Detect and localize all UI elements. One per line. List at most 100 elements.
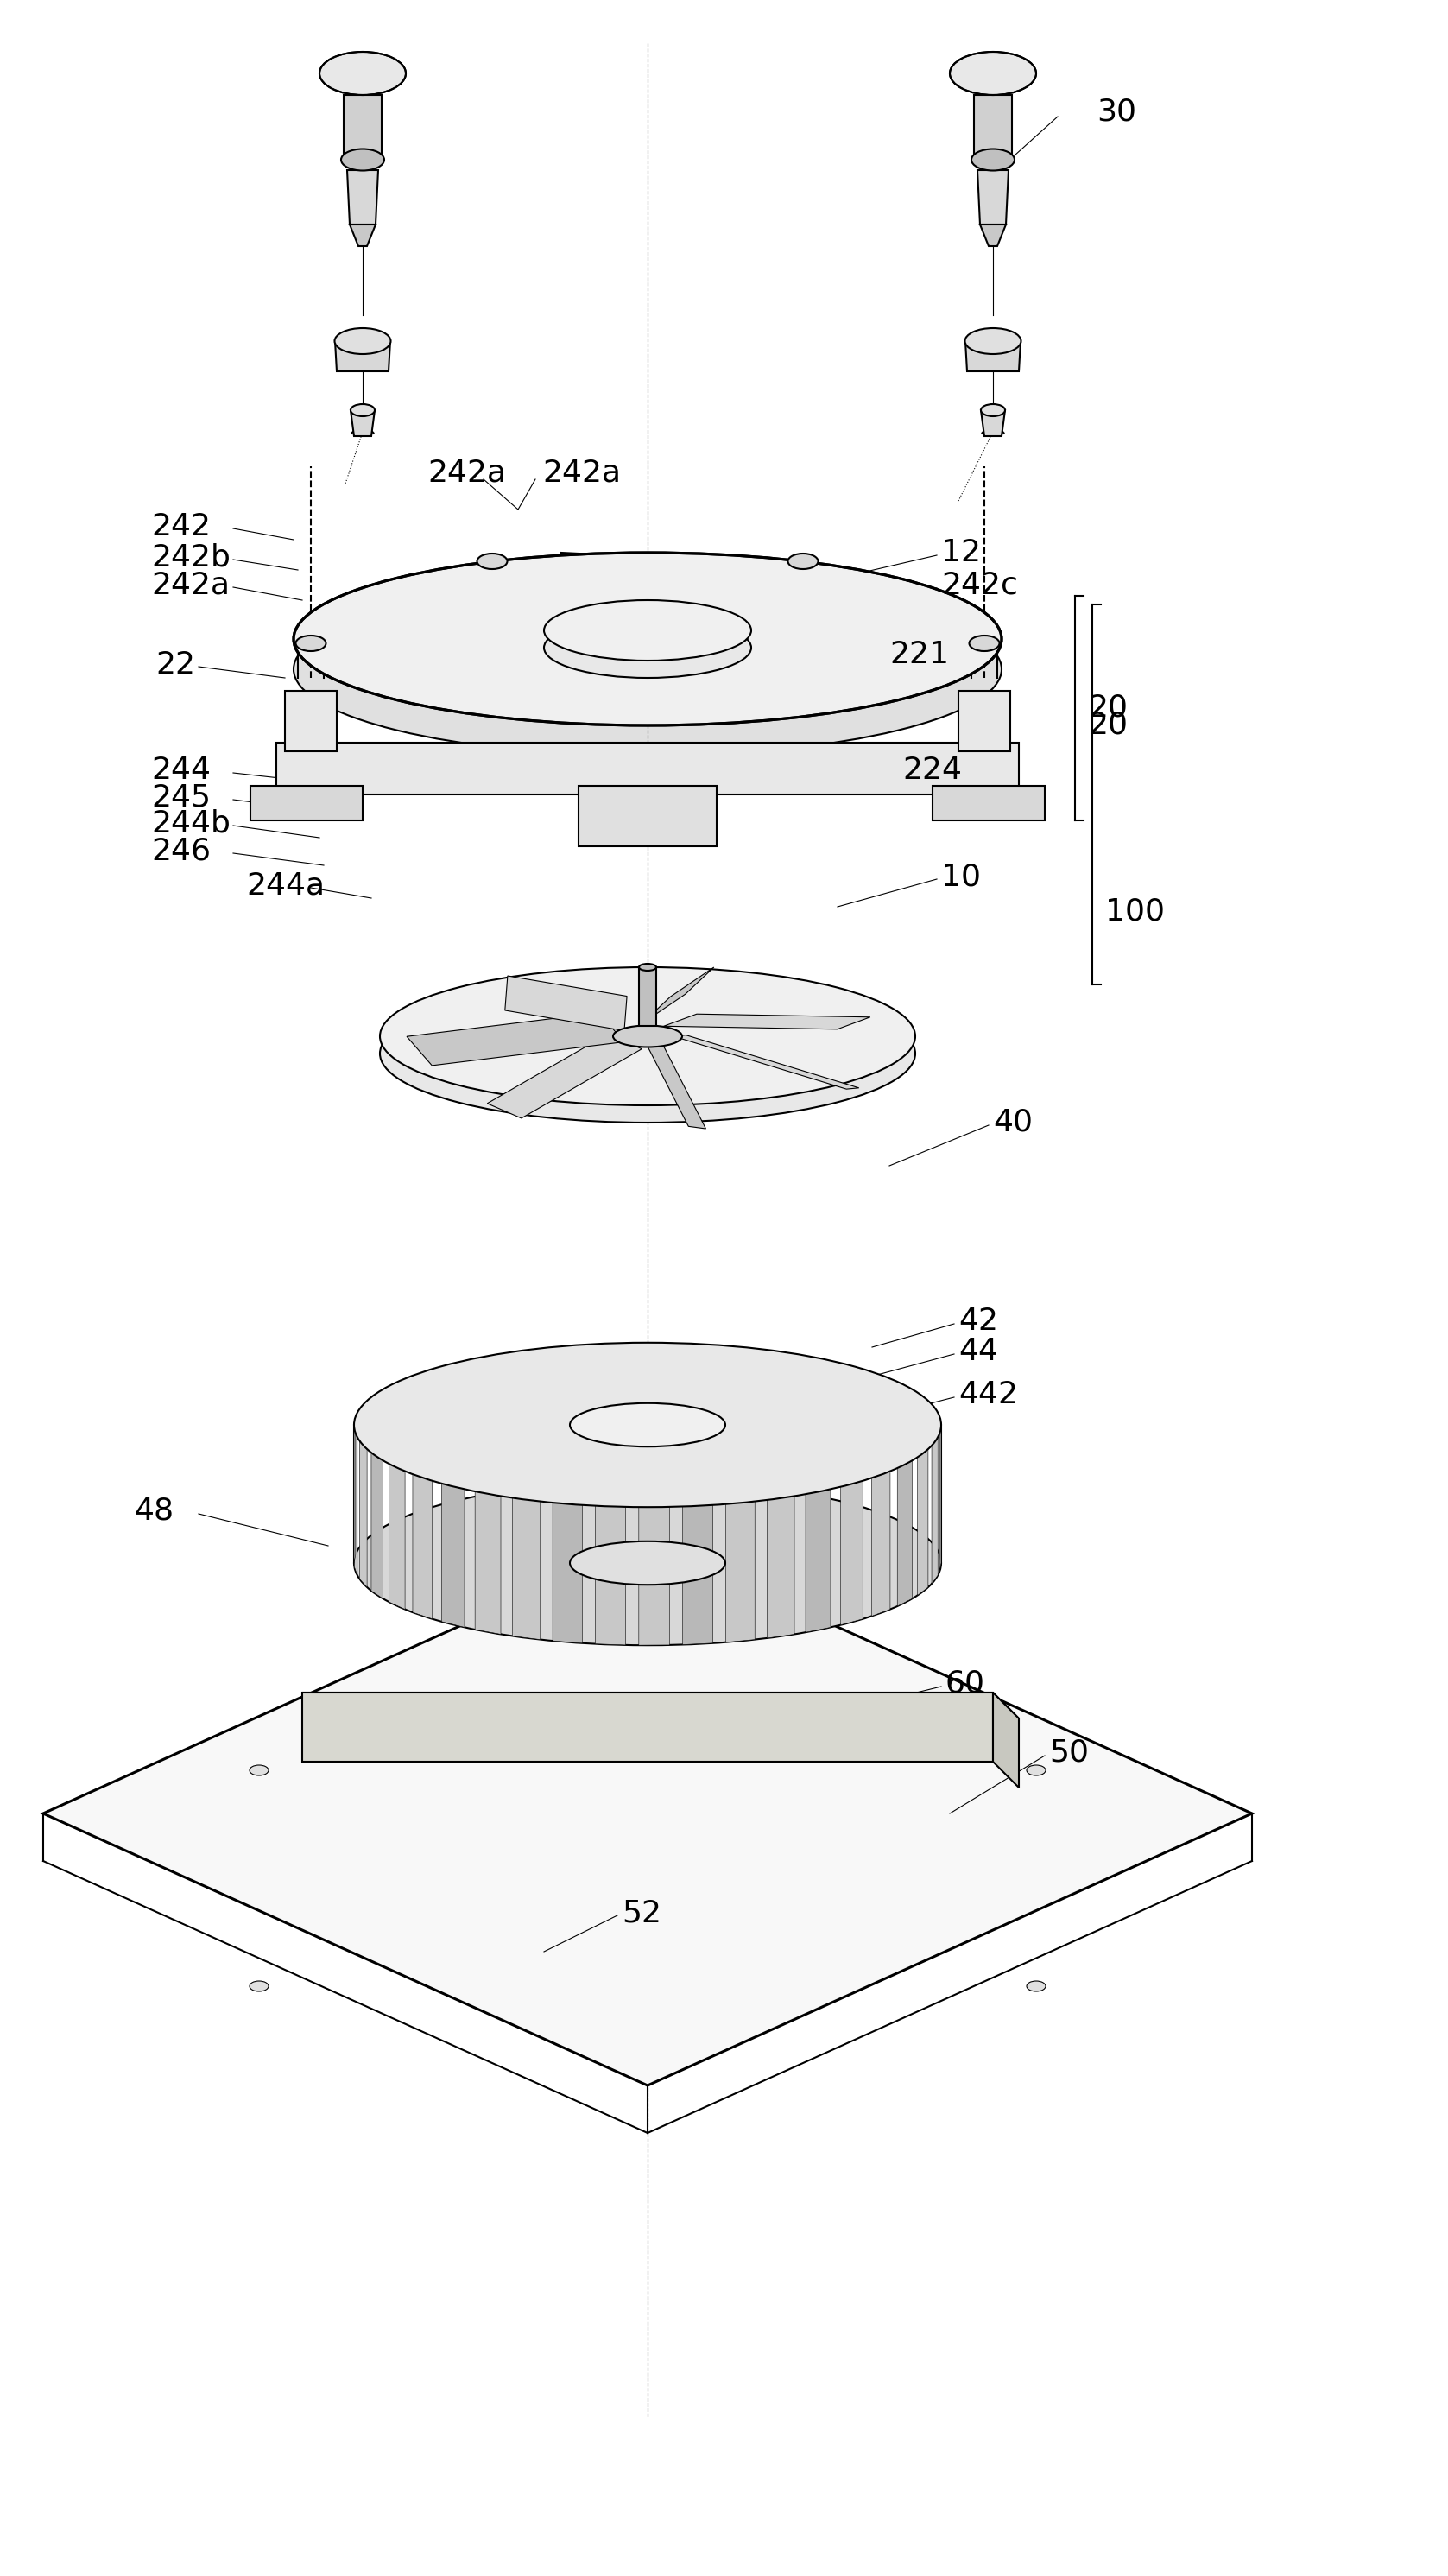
- Text: 42: 42: [959, 1306, 998, 1337]
- Text: 242a: 242a: [151, 572, 230, 600]
- Polygon shape: [553, 1445, 630, 1504]
- Polygon shape: [653, 1342, 699, 1404]
- Polygon shape: [366, 1394, 576, 1419]
- Polygon shape: [553, 1502, 582, 1643]
- Polygon shape: [371, 1432, 578, 1461]
- Polygon shape: [413, 1437, 591, 1481]
- Ellipse shape: [964, 327, 1021, 353]
- Polygon shape: [872, 1471, 891, 1615]
- Polygon shape: [251, 786, 362, 819]
- Ellipse shape: [295, 636, 326, 652]
- Polygon shape: [975, 95, 1012, 160]
- Polygon shape: [657, 1445, 712, 1507]
- Polygon shape: [353, 1417, 356, 1564]
- Polygon shape: [723, 1427, 938, 1445]
- Ellipse shape: [249, 1981, 268, 1991]
- Polygon shape: [285, 690, 337, 752]
- Ellipse shape: [1027, 1981, 1045, 1991]
- Ellipse shape: [544, 618, 752, 677]
- Text: 22: 22: [155, 649, 195, 680]
- Ellipse shape: [334, 327, 391, 353]
- Polygon shape: [686, 1352, 820, 1406]
- Ellipse shape: [969, 636, 999, 652]
- Polygon shape: [595, 1445, 641, 1507]
- Ellipse shape: [788, 554, 818, 569]
- Polygon shape: [725, 1502, 754, 1643]
- Polygon shape: [405, 1370, 588, 1412]
- Polygon shape: [303, 1692, 1019, 1718]
- Polygon shape: [358, 1404, 572, 1422]
- Text: 221: 221: [889, 639, 948, 670]
- Polygon shape: [669, 1445, 754, 1504]
- Ellipse shape: [544, 600, 752, 659]
- Ellipse shape: [980, 404, 1005, 417]
- Ellipse shape: [972, 149, 1015, 170]
- Text: 244: 244: [151, 755, 210, 786]
- Polygon shape: [639, 1507, 669, 1646]
- Text: 224: 224: [902, 755, 961, 786]
- Text: 20: 20: [1087, 711, 1128, 739]
- Polygon shape: [707, 1437, 891, 1479]
- Text: 100: 100: [1105, 896, 1164, 925]
- Polygon shape: [705, 1368, 882, 1412]
- Ellipse shape: [249, 1765, 268, 1775]
- Polygon shape: [433, 1363, 597, 1409]
- Text: 242a: 242a: [542, 459, 621, 487]
- Polygon shape: [959, 690, 1011, 752]
- Polygon shape: [353, 1417, 571, 1425]
- Polygon shape: [350, 410, 375, 435]
- Ellipse shape: [353, 1481, 941, 1646]
- Text: 40: 40: [993, 1108, 1032, 1139]
- Polygon shape: [43, 1540, 1253, 2087]
- Ellipse shape: [476, 554, 507, 569]
- Polygon shape: [805, 1489, 831, 1633]
- Polygon shape: [343, 95, 382, 160]
- Text: 442: 442: [959, 1381, 1018, 1409]
- Polygon shape: [724, 1412, 941, 1425]
- Polygon shape: [933, 786, 1045, 819]
- Polygon shape: [595, 1507, 626, 1646]
- Polygon shape: [350, 224, 375, 247]
- Text: 12: 12: [941, 538, 980, 567]
- Polygon shape: [465, 1355, 605, 1409]
- Polygon shape: [918, 1450, 928, 1595]
- Polygon shape: [413, 1473, 433, 1618]
- Polygon shape: [442, 1440, 599, 1489]
- Polygon shape: [639, 966, 656, 1025]
- Polygon shape: [355, 1430, 358, 1577]
- Polygon shape: [513, 1445, 620, 1502]
- Ellipse shape: [353, 1342, 941, 1507]
- Ellipse shape: [294, 582, 1002, 755]
- Polygon shape: [679, 1443, 795, 1499]
- Polygon shape: [767, 1497, 795, 1638]
- Polygon shape: [665, 1345, 743, 1404]
- Text: 20: 20: [1087, 693, 1128, 724]
- Ellipse shape: [571, 1540, 725, 1584]
- Polygon shape: [689, 1443, 831, 1494]
- Polygon shape: [940, 1425, 941, 1571]
- Ellipse shape: [571, 1404, 725, 1448]
- Polygon shape: [682, 1504, 712, 1643]
- Polygon shape: [646, 1043, 705, 1128]
- Polygon shape: [487, 1033, 641, 1118]
- Polygon shape: [977, 170, 1008, 224]
- Polygon shape: [355, 1427, 571, 1437]
- Polygon shape: [407, 1012, 624, 1066]
- Ellipse shape: [379, 966, 915, 1105]
- Text: 52: 52: [621, 1899, 662, 1927]
- Ellipse shape: [1027, 1765, 1045, 1775]
- Text: 44: 44: [959, 1337, 998, 1365]
- Text: 246: 246: [151, 837, 210, 866]
- Ellipse shape: [379, 984, 915, 1123]
- Polygon shape: [639, 1448, 669, 1507]
- Polygon shape: [712, 1378, 906, 1414]
- Polygon shape: [442, 1484, 465, 1628]
- Polygon shape: [371, 1453, 384, 1600]
- Polygon shape: [725, 1425, 941, 1432]
- Polygon shape: [931, 1437, 938, 1584]
- Polygon shape: [475, 1492, 501, 1633]
- Polygon shape: [513, 1497, 540, 1638]
- Polygon shape: [359, 1440, 366, 1587]
- Text: 242: 242: [151, 513, 210, 541]
- Polygon shape: [359, 1430, 573, 1450]
